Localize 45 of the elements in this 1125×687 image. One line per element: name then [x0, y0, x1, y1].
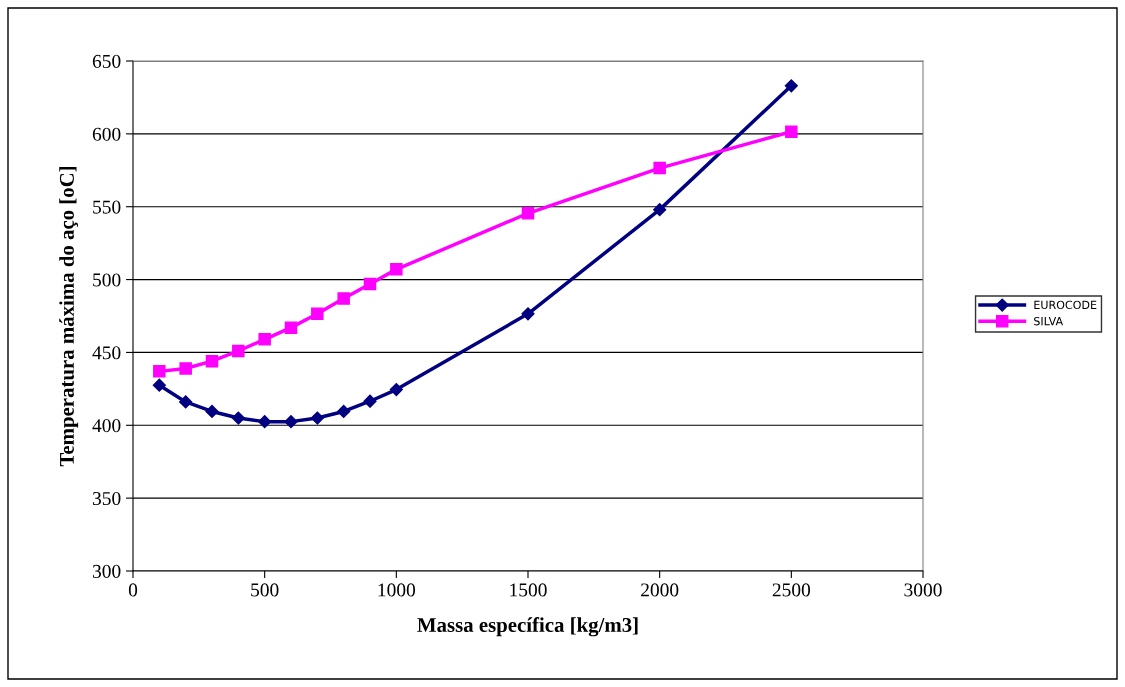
point [390, 263, 403, 276]
point [363, 277, 377, 291]
point [152, 378, 166, 392]
point [784, 79, 798, 93]
point [653, 203, 667, 217]
x-tick-label: 3000 [904, 583, 942, 597]
y-tick-label: 450 [92, 346, 121, 360]
point [521, 207, 535, 220]
x-tick-label: 500 [251, 583, 279, 597]
point [310, 411, 324, 425]
y-tick-label: 600 [92, 127, 121, 141]
point [179, 362, 192, 375]
point [153, 365, 166, 378]
point [337, 292, 350, 305]
point [389, 382, 403, 397]
y-tick-label: 650 [92, 54, 121, 68]
point [653, 161, 666, 175]
y-tick-label: 500 [93, 273, 121, 287]
point [284, 321, 298, 334]
legend-label: EUROCODE [1034, 300, 1097, 310]
y-tick-label: 350 [92, 491, 121, 506]
point [258, 333, 271, 346]
y-tick-label: 300 [92, 564, 121, 578]
point [205, 404, 219, 419]
point [785, 125, 798, 138]
legend-label: SILVA [1034, 316, 1064, 326]
x-tick-label: 2500 [772, 583, 811, 597]
point [337, 404, 351, 419]
y-axis-title: Temperatura máxima do aço [oC] [59, 166, 79, 467]
x-tick-label: 1500 [510, 583, 547, 597]
y-tick-label: 400 [92, 419, 121, 433]
x-axis-title: Massa específica [kg/m3] [417, 617, 638, 637]
x-tick-label: 1000 [378, 583, 416, 597]
point [232, 344, 245, 358]
x-tick-label: 0 [128, 583, 138, 597]
point [311, 307, 324, 321]
point [231, 411, 245, 425]
point [258, 415, 272, 429]
point [363, 394, 377, 408]
point [521, 307, 535, 321]
point [179, 395, 193, 409]
point [205, 354, 219, 368]
y-tick-label: 550 [93, 200, 121, 214]
point [284, 415, 298, 429]
x-tick-label: 2000 [641, 583, 679, 597]
